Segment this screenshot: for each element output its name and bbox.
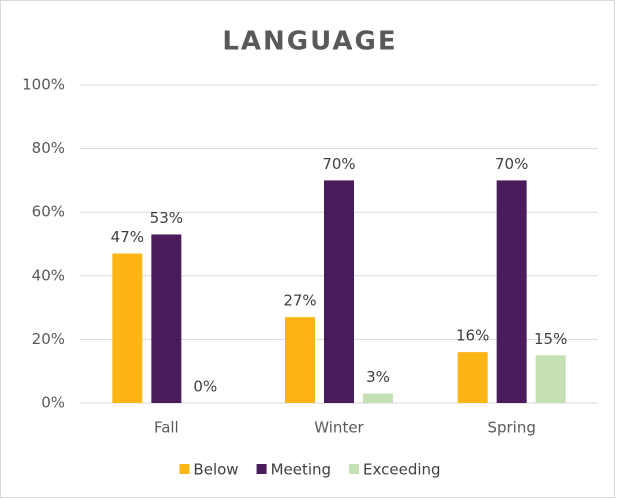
legend-label: Meeting <box>271 461 331 479</box>
value-label: 47% <box>111 228 144 246</box>
bar <box>324 180 354 403</box>
legend-swatch <box>179 464 190 474</box>
y-tick-label: 60% <box>32 203 65 221</box>
x-tick-label: Winter <box>314 419 364 437</box>
legend-label: Below <box>193 461 238 479</box>
y-tick-label: 100% <box>22 76 65 94</box>
bar <box>285 317 315 403</box>
value-label: 70% <box>495 155 528 173</box>
legend-swatch <box>256 464 267 474</box>
bar <box>457 352 488 403</box>
x-tick-label: Spring <box>487 419 535 437</box>
bar <box>535 355 566 403</box>
value-label: 53% <box>150 209 183 227</box>
value-label: 16% <box>456 327 489 345</box>
value-label: 27% <box>283 292 316 310</box>
y-tick-label: 80% <box>32 139 65 157</box>
y-tick-label: 40% <box>32 266 65 284</box>
y-tick-label: 20% <box>32 330 65 348</box>
legend-swatch <box>349 464 360 474</box>
value-label: 70% <box>322 155 355 173</box>
legend-label: Exceeding <box>363 461 441 479</box>
bar <box>112 253 143 403</box>
bar <box>496 180 527 403</box>
value-label: 3% <box>366 368 390 386</box>
bar <box>363 393 393 403</box>
value-label: 15% <box>534 330 567 348</box>
chart-title: LANGUAGE <box>222 27 397 57</box>
value-label: 0% <box>193 378 217 396</box>
y-tick-label: 0% <box>41 394 65 412</box>
x-tick-label: Fall <box>154 419 179 437</box>
bar <box>151 234 182 403</box>
